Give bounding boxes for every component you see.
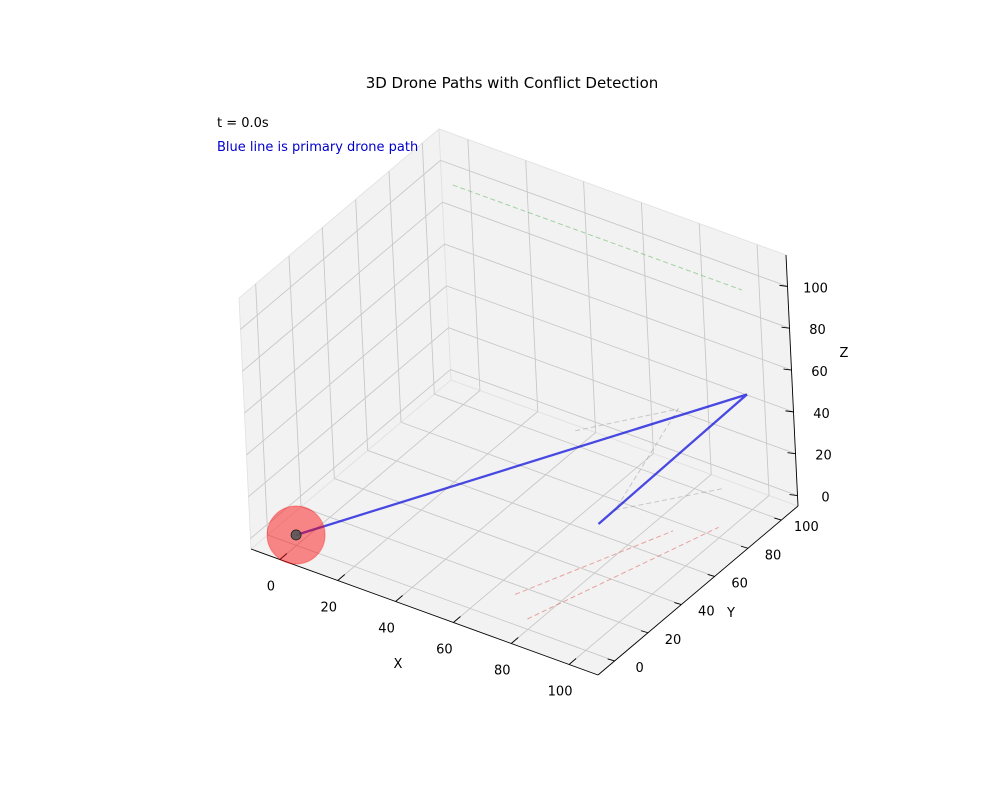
grid-x-floor (395, 432, 596, 602)
x-tick (395, 595, 403, 602)
grid-x-back (640, 202, 654, 454)
drone-path-4 (515, 530, 674, 595)
grid-y-left (288, 255, 302, 507)
grid-x-floor (568, 495, 770, 665)
grid-x-back (467, 139, 481, 391)
grid-x-back (583, 181, 597, 433)
y-tick (707, 573, 715, 577)
z-axis-label: Z (840, 346, 849, 361)
grid-z-left (240, 160, 441, 330)
grid-y-floor (367, 449, 715, 577)
z-tick (781, 326, 790, 329)
y-tick (774, 517, 782, 521)
x-tick-label: 20 (320, 601, 337, 616)
grid-y-floor (334, 478, 682, 606)
grid-z-back (446, 285, 794, 413)
drone-path-2 (575, 408, 724, 511)
chart-title: 3D Drone Paths with Conflict Detection (366, 74, 659, 92)
z-tick-label: 20 (815, 449, 832, 464)
z-tick-label: 80 (809, 323, 826, 338)
x-tick-label: 60 (436, 643, 453, 658)
grid-z-back (448, 327, 796, 455)
grid-x-floor (453, 453, 654, 623)
legend-note: Blue line is primary drone path (217, 140, 418, 155)
z-tick-label: 0 (821, 491, 829, 506)
x-tick-label: 0 (267, 580, 275, 595)
primary-drone-marker (290, 529, 302, 541)
y-axis-label: Y (726, 606, 735, 621)
grid-y-left (388, 171, 402, 423)
y-tick-label: 20 (665, 633, 682, 648)
grid-z-back (444, 243, 792, 371)
x-tick-label: 80 (494, 664, 511, 679)
y-tick-label: 40 (698, 605, 715, 620)
grid-z-left (248, 327, 449, 498)
grid-x-floor (279, 390, 481, 560)
grid-z-left (244, 243, 445, 414)
grid-y-left (355, 199, 369, 451)
time-annotation: t = 0.0s (217, 116, 269, 131)
axes-grid (240, 139, 798, 665)
grid-x-floor (510, 474, 712, 644)
z-tick-label: 60 (811, 365, 828, 380)
grid-y-floor (434, 393, 782, 521)
y-tick (640, 630, 649, 634)
primary-drone-path (295, 393, 748, 537)
grid-y-left (421, 143, 435, 395)
drone-path-3 (527, 526, 719, 620)
markers-layer (266, 505, 326, 565)
x-tick (568, 658, 577, 665)
z-axis-line (785, 254, 799, 507)
x-tick-label: 100 (548, 685, 573, 700)
x-axis-line (250, 548, 599, 676)
z-tick-label: 100 (803, 281, 828, 296)
series-layer (295, 184, 748, 620)
y-tick-label: 0 (636, 661, 644, 676)
grid-y-floor (300, 506, 649, 634)
grid-x-back (756, 244, 770, 496)
grid-z-back (442, 201, 790, 329)
y-tick-label: 60 (731, 576, 748, 591)
z-tick (787, 452, 796, 455)
grid-z-left (242, 201, 443, 372)
x-tick-label: 40 (378, 622, 395, 637)
grid-z-left (246, 285, 447, 456)
y-tick (740, 545, 749, 549)
x-tick (510, 637, 519, 644)
z-tick (789, 494, 798, 496)
y-tick-label: 80 (765, 548, 782, 563)
x-tick (453, 616, 461, 623)
z-tick (779, 284, 788, 287)
grid-z-back (440, 159, 788, 287)
y-tick (674, 602, 682, 606)
grid-y-floor (267, 534, 615, 662)
z-tick (785, 410, 794, 413)
grid-y-left (255, 283, 269, 535)
grid-z-left (250, 369, 451, 539)
z-tick (783, 368, 792, 371)
grid-x-floor (337, 411, 539, 581)
x-tick (337, 574, 346, 581)
drone-path-1 (452, 184, 743, 291)
x-axis-label: X (394, 657, 403, 672)
grid-y-floor (400, 421, 749, 549)
y-tick-label: 100 (794, 520, 819, 535)
grid-x-back (525, 160, 539, 412)
x-tick (279, 553, 288, 560)
grid-x-back (698, 223, 712, 475)
grid-y-left (321, 227, 335, 479)
y-axis-line (597, 505, 799, 676)
z-tick-label: 40 (813, 407, 830, 422)
y-tick (607, 658, 615, 662)
